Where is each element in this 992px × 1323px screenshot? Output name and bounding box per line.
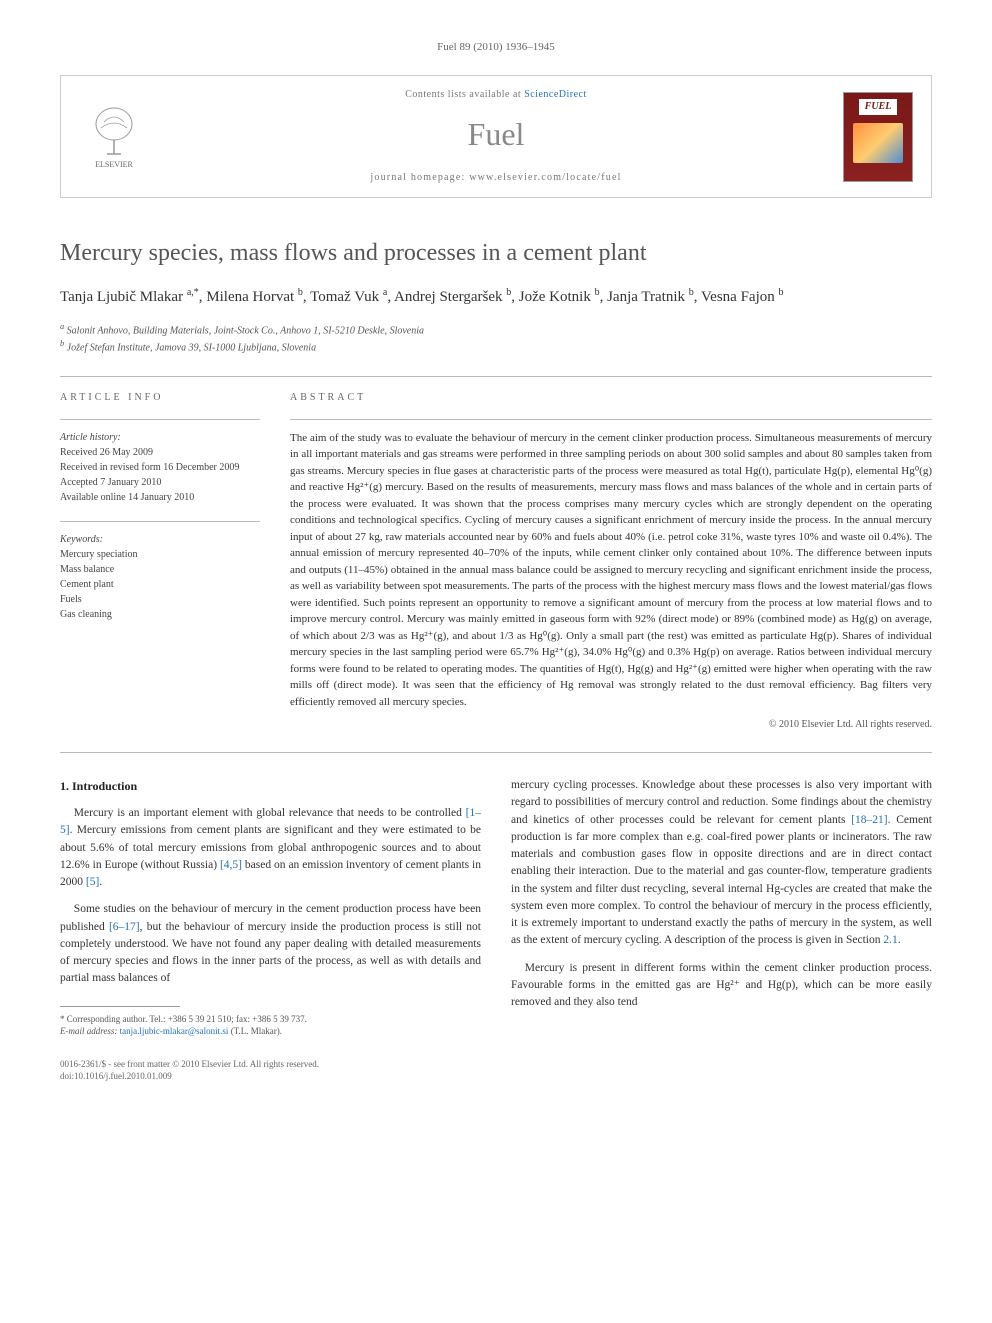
cover-art-icon [853, 123, 903, 163]
cover-title-label: FUEL [859, 99, 898, 115]
affiliation-text: Salonit Anhovo, Building Materials, Join… [67, 325, 424, 336]
journal-masthead: ELSEVIER Contents lists available at Sci… [60, 75, 932, 198]
masthead-center: Contents lists available at ScienceDirec… [149, 88, 843, 185]
history-item: Received 26 May 2009 [60, 445, 260, 460]
running-citation: Fuel 89 (2010) 1936–1945 [60, 40, 932, 55]
footnote-divider [60, 1006, 180, 1007]
email-label: E-mail address: [60, 1026, 117, 1036]
email-link[interactable]: tanja.ljubic-mlakar@salonit.si [120, 1026, 229, 1036]
affiliation-a: a Salonit Anhovo, Building Materials, Jo… [60, 321, 932, 338]
keywords-title: Keywords: [60, 532, 260, 547]
intro-heading: 1. Introduction [60, 777, 481, 795]
right-column: mercury cycling processes. Knowledge abo… [511, 777, 932, 1038]
body-paragraph: mercury cycling processes. Knowledge abo… [511, 777, 932, 950]
ref-link[interactable]: [5] [86, 876, 99, 888]
keywords: Keywords: Mercury speciation Mass balanc… [60, 532, 260, 622]
journal-name: Fuel [149, 112, 843, 157]
divider [290, 419, 932, 420]
history-item: Accepted 7 January 2010 [60, 475, 260, 490]
journal-cover-thumb: FUEL [843, 92, 913, 182]
keyword: Mercury speciation [60, 547, 260, 562]
history-item: Received in revised form 16 December 200… [60, 460, 260, 475]
body-paragraph: Some studies on the behaviour of mercury… [60, 901, 481, 987]
homepage-url: www.elsevier.com/locate/fuel [469, 172, 621, 183]
keyword: Fuels [60, 592, 260, 607]
article-info-label: ARTICLE INFO [60, 391, 260, 405]
corresponding-line: * Corresponding author. Tel.: +386 5 39 … [60, 1013, 481, 1026]
page-footer: 0016-2361/$ - see front matter © 2010 El… [60, 1058, 932, 1083]
history-title: Article history: [60, 430, 260, 445]
elsevier-label: ELSEVIER [95, 159, 133, 170]
contents-prefix: Contents lists available at [405, 89, 524, 100]
history-item: Available online 14 January 2010 [60, 490, 260, 505]
elsevier-logo: ELSEVIER [79, 97, 149, 177]
affiliation-text: Jožef Stefan Institute, Jamova 39, SI-10… [67, 343, 316, 354]
footer-copyright: 0016-2361/$ - see front matter © 2010 El… [60, 1058, 932, 1071]
email-line: E-mail address: tanja.ljubic-mlakar@salo… [60, 1025, 481, 1038]
email-suffix: (T.L. Mlakar). [231, 1026, 282, 1036]
divider [60, 419, 260, 420]
divider [60, 376, 932, 377]
divider [60, 752, 932, 753]
abstract-col: ABSTRACT The aim of the study was to eva… [290, 391, 932, 733]
ref-link[interactable]: [18–21] [851, 814, 887, 826]
footer-doi: doi:10.1016/j.fuel.2010.01.009 [60, 1070, 932, 1083]
keyword: Mass balance [60, 562, 260, 577]
left-column: 1. Introduction Mercury is an important … [60, 777, 481, 1038]
divider [60, 521, 260, 522]
corresponding-footnote: * Corresponding author. Tel.: +386 5 39 … [60, 1013, 481, 1038]
affiliation-b: b Jožef Stefan Institute, Jamova 39, SI-… [60, 338, 932, 355]
body-paragraph: Mercury is present in different forms wi… [511, 960, 932, 1012]
affiliations: a Salonit Anhovo, Building Materials, Jo… [60, 321, 932, 356]
ref-link[interactable]: [6–17] [109, 921, 140, 933]
abstract-label: ABSTRACT [290, 391, 932, 405]
article-history: Article history: Received 26 May 2009 Re… [60, 430, 260, 505]
section-link[interactable]: 2.1 [883, 934, 897, 946]
ref-link[interactable]: [4,5] [220, 859, 242, 871]
keyword: Cement plant [60, 577, 260, 592]
abstract-copyright: © 2010 Elsevier Ltd. All rights reserved… [290, 718, 932, 732]
body-paragraph: Mercury is an important element with glo… [60, 805, 481, 891]
homepage-line: journal homepage: www.elsevier.com/locat… [149, 171, 843, 185]
article-info-col: ARTICLE INFO Article history: Received 2… [60, 391, 260, 733]
meta-row: ARTICLE INFO Article history: Received 2… [60, 391, 932, 733]
sciencedirect-link[interactable]: ScienceDirect [524, 89, 587, 100]
elsevier-tree-icon [89, 104, 139, 159]
ref-link[interactable]: [1–5] [60, 807, 481, 836]
abstract-text: The aim of the study was to evaluate the… [290, 430, 932, 711]
homepage-prefix: journal homepage: [370, 172, 469, 183]
contents-line: Contents lists available at ScienceDirec… [149, 88, 843, 102]
author-list: Tanja Ljubič Mlakar a,*, Milena Horvat b… [60, 285, 932, 309]
article-title: Mercury species, mass flows and processe… [60, 238, 932, 269]
body-columns: 1. Introduction Mercury is an important … [60, 777, 932, 1038]
keyword: Gas cleaning [60, 607, 260, 622]
